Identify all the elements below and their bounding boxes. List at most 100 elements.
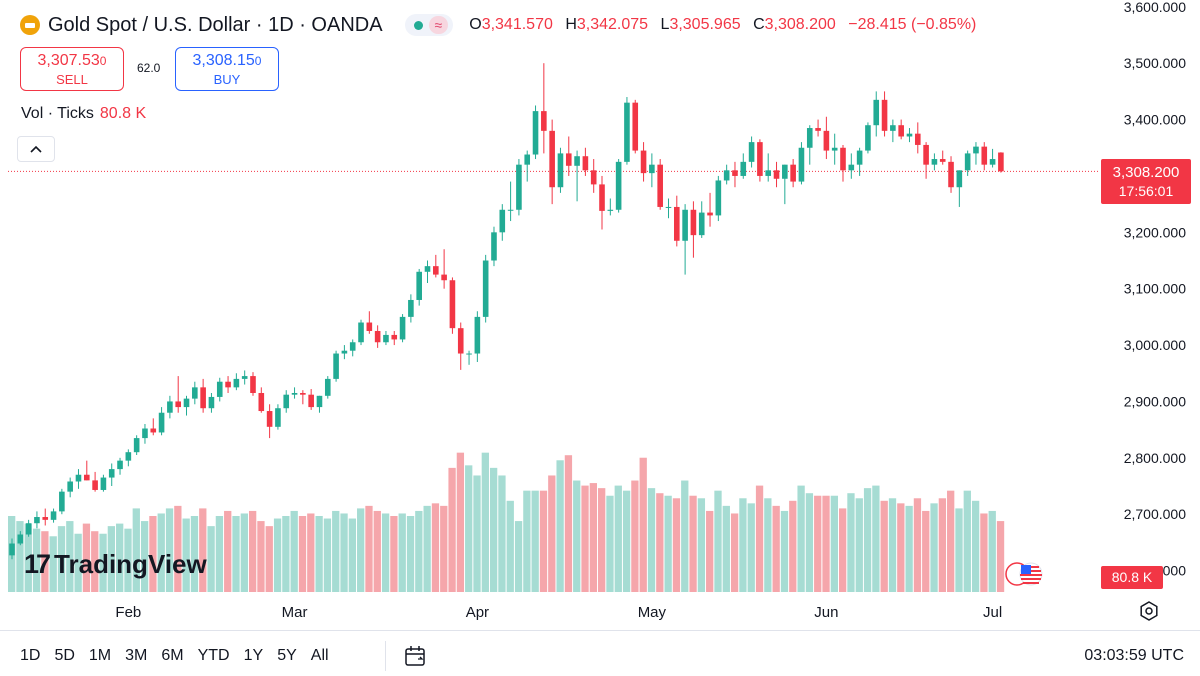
candle[interactable]: [125, 449, 132, 467]
candle[interactable]: [358, 319, 364, 346]
candle[interactable]: [856, 147, 863, 176]
candle[interactable]: [898, 119, 904, 140]
candle[interactable]: [366, 311, 373, 334]
candle[interactable]: [931, 153, 938, 171]
candle[interactable]: [690, 201, 697, 258]
candle[interactable]: [565, 136, 572, 176]
candle[interactable]: [873, 91, 880, 137]
candle[interactable]: [757, 139, 763, 182]
candle[interactable]: [457, 322, 464, 370]
range-3m[interactable]: 3M: [125, 647, 148, 664]
candle[interactable]: [108, 463, 115, 487]
candle[interactable]: [42, 508, 49, 526]
range-6m[interactable]: 6M: [161, 647, 184, 664]
candle[interactable]: [615, 159, 622, 213]
candle[interactable]: [100, 474, 107, 492]
volume-legend[interactable]: Vol · Ticks 80.8 K: [21, 105, 146, 123]
candle[interactable]: [383, 330, 389, 346]
candle[interactable]: [707, 192, 713, 227]
candle[interactable]: [291, 387, 298, 399]
range-ytd[interactable]: YTD: [197, 647, 230, 664]
candle[interactable]: [715, 175, 722, 222]
range-all[interactable]: All: [310, 647, 329, 664]
candle[interactable]: [59, 488, 65, 515]
candle[interactable]: [649, 153, 655, 188]
candle[interactable]: [640, 142, 647, 182]
candle[interactable]: [998, 152, 1004, 173]
candle[interactable]: [599, 175, 605, 230]
candle[interactable]: [657, 159, 663, 210]
candle[interactable]: [532, 105, 539, 160]
candle[interactable]: [582, 147, 589, 176]
range-1m[interactable]: 1M: [88, 647, 112, 664]
candle[interactable]: [823, 116, 830, 160]
candle[interactable]: [183, 395, 190, 416]
candle[interactable]: [973, 142, 979, 165]
candle[interactable]: [416, 268, 422, 306]
candle[interactable]: [632, 99, 639, 154]
candle[interactable]: [67, 477, 73, 498]
candle[interactable]: [607, 198, 614, 216]
candle[interactable]: [482, 254, 489, 323]
candle[interactable]: [939, 150, 946, 165]
candle[interactable]: [806, 125, 813, 165]
candle[interactable]: [732, 161, 738, 188]
candle[interactable]: [441, 249, 447, 289]
candle[interactable]: [75, 469, 82, 489]
candle[interactable]: [624, 97, 630, 165]
symbol-title[interactable]: Gold Spot / U.S. Dollar · 1D · OANDA: [48, 13, 383, 36]
candle[interactable]: [948, 156, 954, 193]
candle[interactable]: [308, 389, 314, 410]
calendar-icon[interactable]: [404, 645, 428, 667]
candle[interactable]: [9, 538, 15, 560]
candle[interactable]: [748, 136, 755, 168]
candle[interactable]: [665, 198, 672, 219]
candle[interactable]: [17, 531, 24, 546]
candle[interactable]: [765, 153, 772, 182]
candle[interactable]: [906, 128, 913, 143]
candle[interactable]: [424, 260, 431, 284]
range-5y[interactable]: 5Y: [277, 647, 297, 664]
candle[interactable]: [399, 314, 406, 343]
tradingview-logo[interactable]: 17 TradingView: [24, 549, 207, 580]
candle[interactable]: [216, 377, 223, 402]
candle[interactable]: [815, 119, 821, 137]
candle[interactable]: [698, 201, 705, 238]
range-1d[interactable]: 1D: [20, 647, 41, 664]
candle[interactable]: [50, 508, 57, 523]
candle[interactable]: [989, 148, 996, 168]
candle[interactable]: [349, 339, 356, 357]
candle[interactable]: [740, 153, 747, 179]
range-1y[interactable]: 1Y: [243, 647, 264, 664]
candle[interactable]: [275, 404, 281, 430]
candle[interactable]: [225, 376, 231, 393]
candle[interactable]: [782, 164, 788, 205]
candle[interactable]: [865, 122, 871, 154]
candle[interactable]: [890, 119, 896, 143]
sell-button[interactable]: 3,307.530 SELL: [20, 47, 124, 91]
candle[interactable]: [167, 395, 173, 419]
candle[interactable]: [283, 390, 290, 413]
candle[interactable]: [466, 350, 472, 365]
candle[interactable]: [923, 142, 929, 179]
candle[interactable]: [266, 404, 273, 439]
candle[interactable]: [341, 345, 348, 360]
candle[interactable]: [557, 147, 564, 193]
utc-clock[interactable]: 03:03:59 UTC: [1084, 647, 1184, 664]
candle[interactable]: [158, 407, 165, 436]
candle[interactable]: [590, 159, 597, 193]
candle[interactable]: [964, 150, 971, 176]
candle[interactable]: [333, 350, 339, 382]
candle[interactable]: [150, 418, 157, 436]
candle[interactable]: [192, 381, 198, 405]
candle[interactable]: [258, 387, 265, 413]
candle[interactable]: [449, 277, 456, 334]
candle[interactable]: [507, 181, 514, 222]
candle[interactable]: [142, 424, 148, 444]
candle[interactable]: [848, 153, 855, 179]
candle[interactable]: [541, 63, 547, 154]
candle[interactable]: [133, 435, 140, 456]
candle[interactable]: [200, 378, 206, 413]
candle[interactable]: [34, 511, 40, 529]
candle[interactable]: [574, 150, 580, 202]
